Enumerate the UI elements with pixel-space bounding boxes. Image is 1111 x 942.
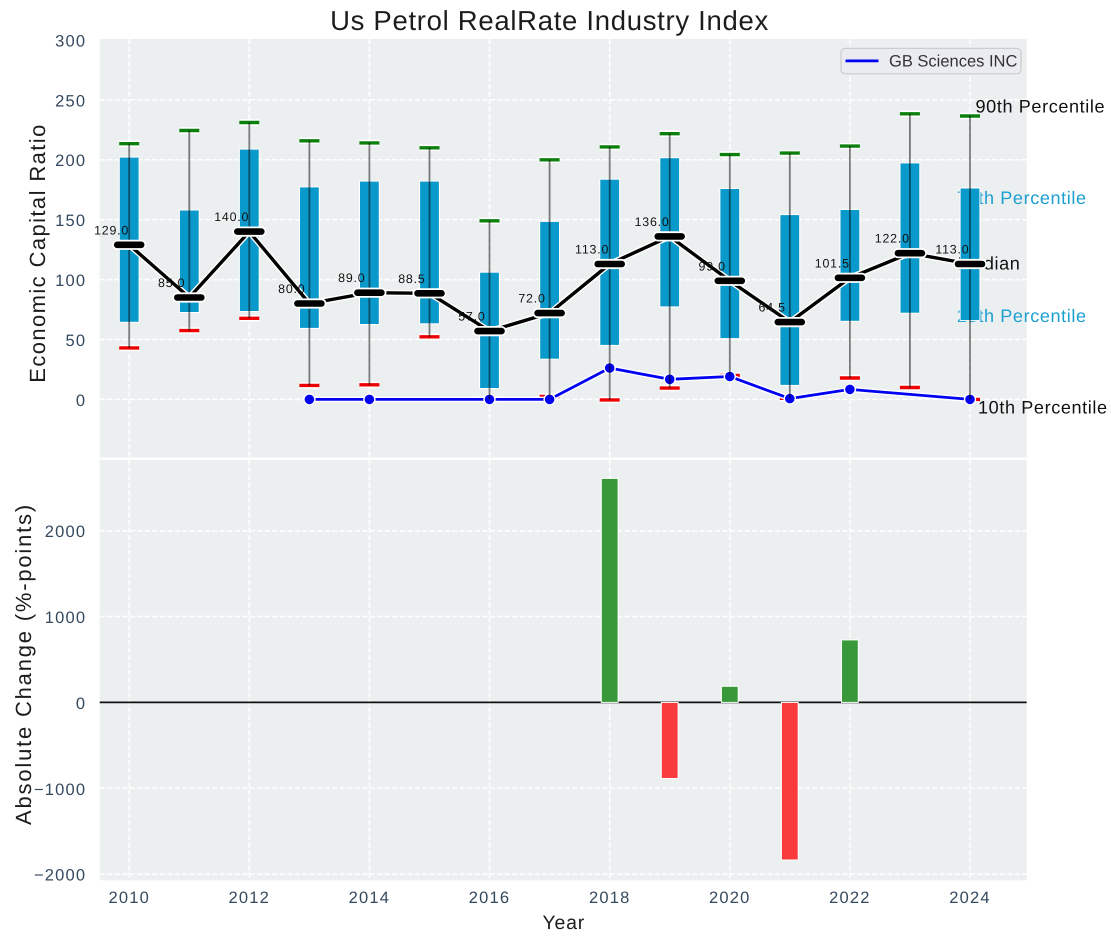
svg-text:Economic Capital Ratio: Economic Capital Ratio bbox=[25, 123, 50, 382]
svg-text:80.0: 80.0 bbox=[278, 282, 305, 296]
svg-text:88.5: 88.5 bbox=[398, 272, 425, 286]
svg-text:140.0: 140.0 bbox=[214, 210, 249, 224]
svg-text:72.0: 72.0 bbox=[518, 292, 545, 306]
svg-text:113.0: 113.0 bbox=[935, 243, 969, 257]
svg-text:100: 100 bbox=[55, 272, 86, 290]
svg-text:101.5: 101.5 bbox=[815, 256, 850, 270]
svg-text:75th Percentile: 75th Percentile bbox=[957, 188, 1087, 208]
svg-text:200: 200 bbox=[55, 152, 86, 170]
svg-text:Year: Year bbox=[542, 912, 585, 934]
svg-text:Absolute Change (%-points): Absolute Change (%-points) bbox=[11, 503, 36, 825]
svg-text:0: 0 bbox=[76, 695, 86, 713]
svg-text:Us Petrol RealRate Industry In: Us Petrol RealRate Industry Index bbox=[330, 5, 769, 36]
svg-text:50: 50 bbox=[66, 332, 87, 350]
svg-text:122.0: 122.0 bbox=[875, 232, 910, 246]
svg-text:2012: 2012 bbox=[229, 889, 271, 907]
svg-text:99.0: 99.0 bbox=[699, 259, 726, 273]
svg-text:300: 300 bbox=[55, 32, 86, 50]
svg-text:0: 0 bbox=[76, 392, 86, 410]
svg-text:2020: 2020 bbox=[709, 889, 751, 907]
svg-text:64.5: 64.5 bbox=[759, 301, 786, 315]
svg-text:136.0: 136.0 bbox=[635, 215, 670, 229]
svg-text:2018: 2018 bbox=[589, 889, 631, 907]
svg-text:−1000: −1000 bbox=[34, 781, 86, 799]
svg-text:10th Percentile: 10th Percentile bbox=[978, 397, 1108, 417]
svg-text:2024: 2024 bbox=[949, 889, 991, 907]
svg-text:2000: 2000 bbox=[45, 523, 87, 541]
svg-text:GB Sciences INC: GB Sciences INC bbox=[889, 52, 1017, 70]
svg-text:25th Percentile: 25th Percentile bbox=[957, 306, 1087, 326]
svg-text:1000: 1000 bbox=[45, 609, 87, 627]
svg-text:2010: 2010 bbox=[108, 889, 150, 907]
svg-text:129.0: 129.0 bbox=[94, 223, 129, 237]
svg-text:−2000: −2000 bbox=[34, 867, 86, 885]
svg-text:2014: 2014 bbox=[349, 889, 391, 907]
svg-text:85.0: 85.0 bbox=[158, 276, 185, 290]
svg-text:57.0: 57.0 bbox=[458, 310, 485, 324]
svg-text:89.0: 89.0 bbox=[338, 271, 365, 285]
svg-text:250: 250 bbox=[55, 92, 86, 110]
svg-text:2016: 2016 bbox=[469, 889, 511, 907]
svg-text:90th Percentile: 90th Percentile bbox=[976, 97, 1106, 117]
svg-text:113.0: 113.0 bbox=[575, 243, 609, 257]
svg-text:150: 150 bbox=[55, 212, 86, 230]
svg-text:2022: 2022 bbox=[829, 889, 871, 907]
